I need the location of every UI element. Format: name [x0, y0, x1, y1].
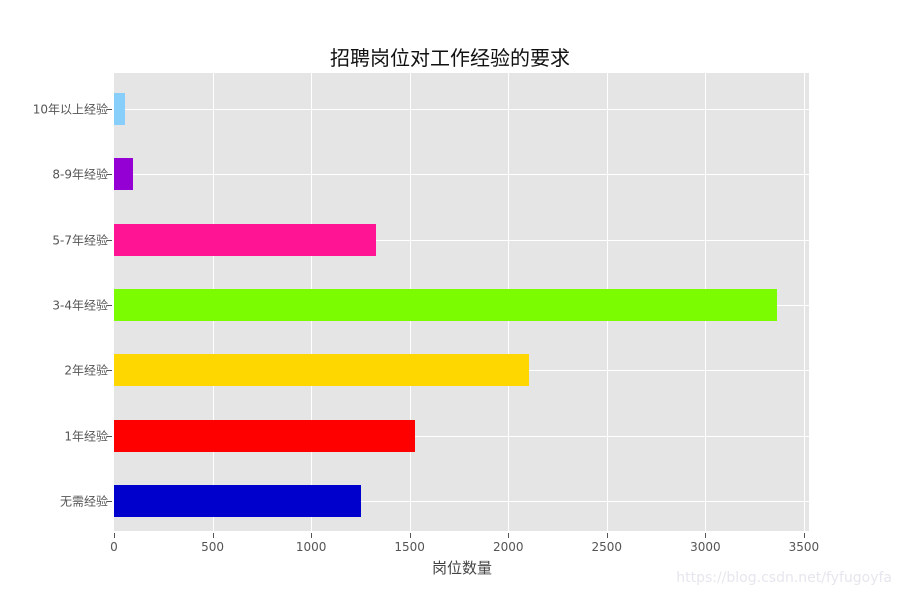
bar	[114, 158, 133, 191]
bar	[114, 485, 362, 518]
horizontal-gridline	[114, 239, 809, 241]
x-tick-label: 3500	[788, 540, 820, 554]
y-tick-mark	[107, 370, 112, 372]
x-tick-label: 1000	[295, 540, 327, 554]
x-tick-label: 1500	[394, 540, 425, 554]
y-tick-mark	[107, 174, 112, 176]
x-tick-label: 3000	[690, 540, 721, 554]
bar	[114, 92, 125, 125]
x-tick-mark	[311, 533, 313, 538]
x-tick-mark	[705, 533, 707, 538]
bar	[114, 289, 778, 321]
y-tick-label: 3-4年经验	[52, 298, 108, 313]
x-tick-mark	[508, 533, 510, 538]
x-tick-mark	[114, 533, 115, 538]
y-tick-mark	[107, 239, 112, 241]
y-tick-label: 10年以上经验	[32, 102, 108, 117]
x-axis-label: 岗位数量	[431, 559, 492, 577]
vertical-gridline	[803, 73, 805, 531]
y-tick-label: 8-9年经验	[52, 167, 108, 182]
y-tick-mark	[107, 435, 112, 437]
x-tick-label: 2500	[591, 540, 623, 554]
horizontal-gridline	[114, 108, 809, 110]
x-tick-label: 0	[110, 540, 118, 554]
horizontal-gridline	[114, 435, 809, 437]
watermark: https://blog.csdn.net/fyfugoyfa	[676, 570, 892, 586]
y-tick-mark	[107, 108, 112, 110]
plot-area	[114, 73, 809, 531]
x-tick-mark	[803, 533, 805, 538]
x-tick-mark	[409, 533, 411, 538]
y-tick-mark	[107, 305, 112, 306]
horizontal-gridline	[114, 174, 809, 176]
horizontal-gridline	[114, 501, 809, 503]
x-tick-label: 500	[201, 540, 224, 554]
bar	[114, 419, 415, 452]
x-tick-mark	[212, 533, 214, 538]
x-tick-label: 2000	[492, 540, 524, 554]
y-tick-label: 2年经验	[64, 363, 108, 378]
bar	[114, 354, 529, 387]
y-tick-label: 1年经验	[64, 429, 108, 444]
chart-title: 招聘岗位对工作经验的要求	[330, 46, 570, 70]
bar	[114, 223, 377, 256]
x-tick-mark	[606, 533, 608, 538]
y-tick-label: 5-7年经验	[52, 233, 108, 248]
y-tick-label: 无需经验	[59, 494, 108, 509]
y-tick-mark	[107, 501, 112, 503]
